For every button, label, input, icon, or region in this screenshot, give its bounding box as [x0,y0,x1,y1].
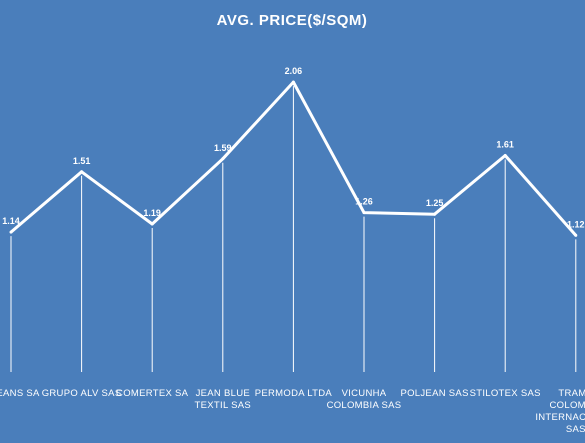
data-point [9,230,13,234]
data-point [503,154,507,157]
category-label-line: TIJEANS SA [0,388,40,399]
drop-lines [10,86,577,372]
category-label: PERMODA LTDA [255,388,333,399]
data-label: 1.14 [2,216,20,226]
category-label-line: INTERNACIONAL [535,412,585,423]
category-label: STILOTEX SAS [470,388,541,399]
category-label-line: TEXTIL SAS [195,400,252,411]
data-point [362,211,366,215]
data-point [150,222,154,226]
category-label-line: SAS [566,424,585,435]
data-point [433,212,437,216]
category-label: TRAMACOLOMBIAINTERNACIONALSAS [535,388,585,435]
category-label: POLJEAN SAS [400,388,468,399]
data-label: 1.26 [355,197,373,207]
data-label: 1.12 [567,219,585,229]
data-label: 1.51 [73,156,91,166]
category-label-line: JEAN BLUE [196,388,250,399]
data-point [80,170,84,174]
category-label-line: POLJEAN SAS [400,388,468,399]
category-label: GRUPO ALV SAS [42,388,122,399]
category-label-line: TRAMA [558,388,585,399]
data-labels: 1.14 1.51 1.19 1.59 2.06 1.26 1.25 1.61 1.12 [2,66,585,237]
category-label-line: STILOTEX SAS [470,388,541,399]
category-label: TIJEANS SA [0,388,40,399]
data-point [291,80,295,84]
data-label: 2.06 [285,66,303,76]
data-label: 1.19 [143,208,161,218]
category-label: VICUNHA COLOMBIA SAS [327,388,402,411]
data-point [574,233,578,237]
data-label: 1.25 [426,198,444,208]
category-label-line: GRUPO ALV SAS [42,388,122,399]
data-label: 1.61 [496,140,514,150]
category-label-line: VICUNHA [342,388,387,399]
category-label-line: PERMODA LTDA [255,388,333,399]
category-label: COMERTEX SA [116,388,189,399]
chart-title: AVG. PRICE($/SQM) [217,12,368,29]
data-point [221,157,225,161]
category-label: JEAN BLUE TEXTIL SAS [195,388,252,411]
category-label-line: COLOMBIA SAS [327,400,402,411]
data-label: 1.59 [214,143,232,153]
category-label-line: COMERTEX SA [116,388,189,399]
category-label-line: COLOMBIA [550,400,585,411]
